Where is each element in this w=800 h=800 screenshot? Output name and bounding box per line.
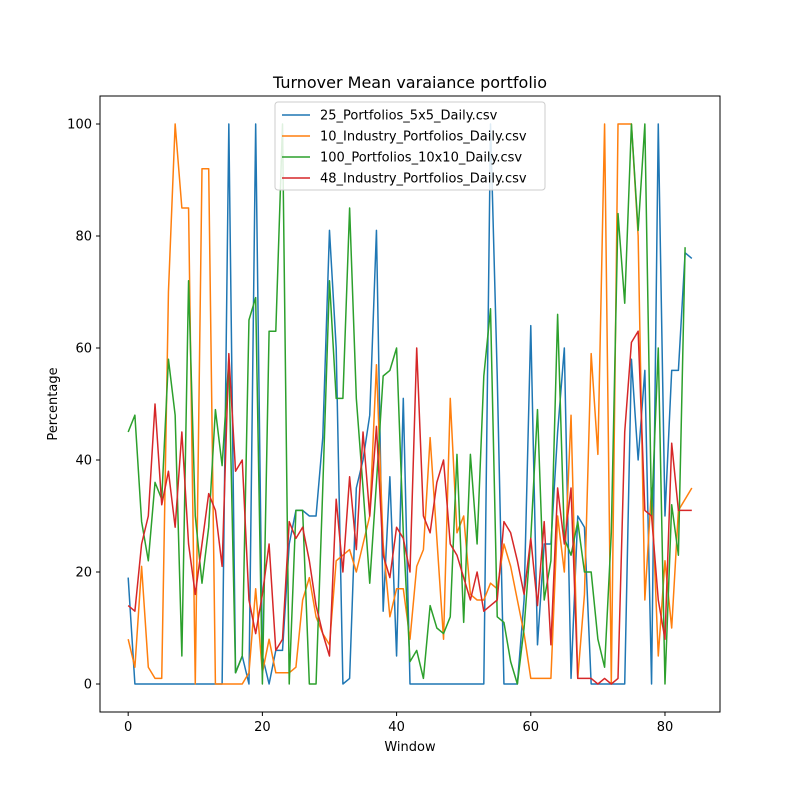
chart-title: Turnover Mean varaiance portfolio [272, 73, 547, 92]
legend-box [274, 101, 546, 191]
y-tick-label: 20 [75, 566, 92, 581]
y-axis-label: Percentage [46, 367, 61, 440]
x-axis-label: Window [384, 740, 436, 755]
x-tick-label: 20 [254, 720, 271, 735]
plot-frame [99, 95, 721, 713]
y-tick-label: 60 [75, 342, 92, 357]
plot-area [99, 95, 721, 713]
legend-label-4: 48_Industry_Portfolios_Daily.csv [320, 172, 527, 187]
x-tick-label: 0 [124, 720, 132, 735]
x-tick-label: 60 [523, 720, 540, 735]
x-tick-label: 40 [388, 720, 405, 735]
y-tick-label: 0 [84, 678, 92, 693]
legend: 25_Portfolios_5x5_Daily.csv 10_Industry_P… [274, 101, 546, 191]
y-tick-label: 40 [75, 454, 92, 469]
legend-label-3: 100_Portfolios_10x10_Daily.csv [320, 151, 522, 166]
x-tick-label: 80 [657, 720, 674, 735]
series-line-3 [127, 123, 686, 685]
y-axis: 0 20 40 60 80 100 [67, 118, 100, 693]
y-tick-label: 80 [75, 230, 92, 245]
series-layer [127, 123, 693, 685]
legend-label-1: 25_Portfolios_5x5_Daily.csv [320, 109, 498, 124]
series-line-2 [127, 123, 693, 685]
series-line-4 [127, 330, 692, 685]
legend-label-2: 10_Industry_Portfolios_Daily.csv [320, 130, 527, 145]
x-axis: 0 20 40 60 80 [124, 712, 673, 735]
y-tick-label: 100 [67, 118, 92, 133]
